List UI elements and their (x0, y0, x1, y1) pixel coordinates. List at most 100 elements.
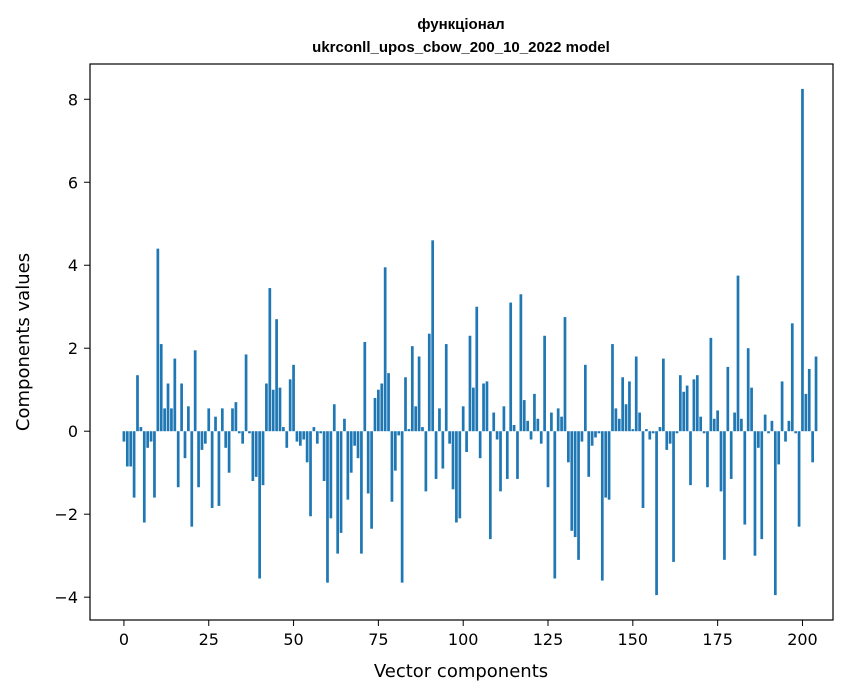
bar-189 (763, 414, 767, 432)
bar-53 (302, 431, 306, 440)
bar-175 (716, 410, 719, 432)
bar-195 (784, 431, 787, 442)
x-axis-label: Vector components (374, 661, 548, 682)
bar-86 (414, 406, 418, 432)
bar-122 (536, 418, 540, 432)
bar-153 (641, 431, 645, 508)
bar-160 (665, 431, 669, 450)
bar-23 (200, 431, 204, 450)
bar-137 (587, 431, 591, 477)
bar-158 (658, 427, 662, 432)
bar-140 (597, 431, 601, 434)
bar-41 (261, 431, 265, 486)
bar-186 (753, 431, 757, 556)
bar-177 (723, 431, 726, 560)
bar-203 (811, 431, 814, 463)
bar-12 (163, 408, 166, 432)
bar-171 (702, 431, 706, 434)
bar-176 (719, 431, 723, 492)
bar-112 (502, 406, 506, 432)
y-tick-label: 6 (68, 173, 78, 192)
bar-71 (363, 342, 367, 432)
bar-133 (573, 431, 577, 538)
chart-title-line-2: ukrconll_upos_cbow_200_10_2022 model (312, 39, 610, 56)
x-tick-label: 100 (448, 630, 479, 649)
bar-57 (315, 431, 319, 444)
bar-25 (207, 408, 211, 432)
bar-191 (770, 420, 774, 432)
bar-40 (258, 431, 261, 579)
x-tick-label: 25 (199, 630, 219, 649)
bar-178 (726, 366, 730, 432)
bar-99 (458, 431, 462, 519)
bar-204 (814, 356, 818, 432)
bar-94 (441, 431, 445, 469)
bar-167 (689, 431, 692, 486)
bar-111 (499, 431, 502, 492)
chart-title-line-1: функціонал (417, 16, 504, 33)
bar-185 (750, 387, 753, 432)
bar-75 (377, 389, 380, 432)
bar-151 (634, 356, 638, 432)
bar-6 (142, 431, 146, 523)
bar-63 (336, 431, 340, 554)
bar-199 (797, 431, 801, 527)
bar-87 (417, 356, 421, 432)
bar-66 (346, 431, 350, 500)
bar-135 (580, 431, 584, 442)
bar-95 (444, 344, 448, 432)
bar-115 (512, 424, 516, 432)
bar-166 (685, 385, 689, 432)
bar-117 (519, 294, 523, 432)
bar-131 (567, 431, 570, 463)
bar-34 (237, 431, 241, 434)
x-axis-ticks: 0 25 50 75 100 125 150 175 200 (119, 620, 818, 649)
bar-59 (322, 431, 326, 481)
bar-51 (295, 431, 299, 442)
bar-200 (801, 88, 804, 432)
bar-129 (560, 416, 563, 432)
bar-91 (431, 240, 435, 432)
bar-121 (533, 393, 536, 432)
bar-43 (268, 288, 272, 432)
bar-172 (706, 431, 709, 488)
bar-157 (655, 431, 658, 596)
bar-107 (485, 381, 489, 432)
bar-127 (553, 431, 557, 579)
bar-7 (146, 431, 150, 448)
bar-17 (180, 383, 183, 432)
bar-108 (488, 431, 492, 540)
x-tick-label: 175 (702, 630, 733, 649)
bar-28 (217, 431, 221, 506)
bar-16 (176, 431, 180, 488)
bar-10 (156, 248, 160, 432)
bar-155 (648, 431, 652, 440)
bar-106 (482, 383, 485, 432)
bar-3 (132, 431, 136, 498)
bar-148 (624, 404, 628, 432)
bar-180 (733, 412, 736, 432)
bar-31 (227, 431, 231, 473)
bar-201 (804, 393, 808, 432)
bar-88 (421, 427, 424, 432)
bar-150 (631, 429, 635, 432)
bar-24 (203, 431, 207, 444)
bar-147 (621, 377, 625, 432)
bar-61 (329, 431, 333, 519)
bar-104 (475, 306, 479, 432)
bar-161 (668, 431, 672, 444)
bar-190 (767, 431, 770, 434)
bar-4 (136, 375, 139, 432)
bar-73 (370, 431, 373, 529)
bar-130 (563, 317, 567, 432)
bar-105 (478, 431, 482, 459)
bar-50 (292, 364, 295, 432)
bar-77 (383, 267, 387, 432)
bar-184 (746, 348, 750, 432)
bar-98 (455, 431, 458, 523)
bar-97 (451, 431, 455, 490)
bar-2 (129, 431, 133, 467)
y-tick-label: 8 (68, 90, 78, 109)
bar-170 (699, 416, 703, 432)
